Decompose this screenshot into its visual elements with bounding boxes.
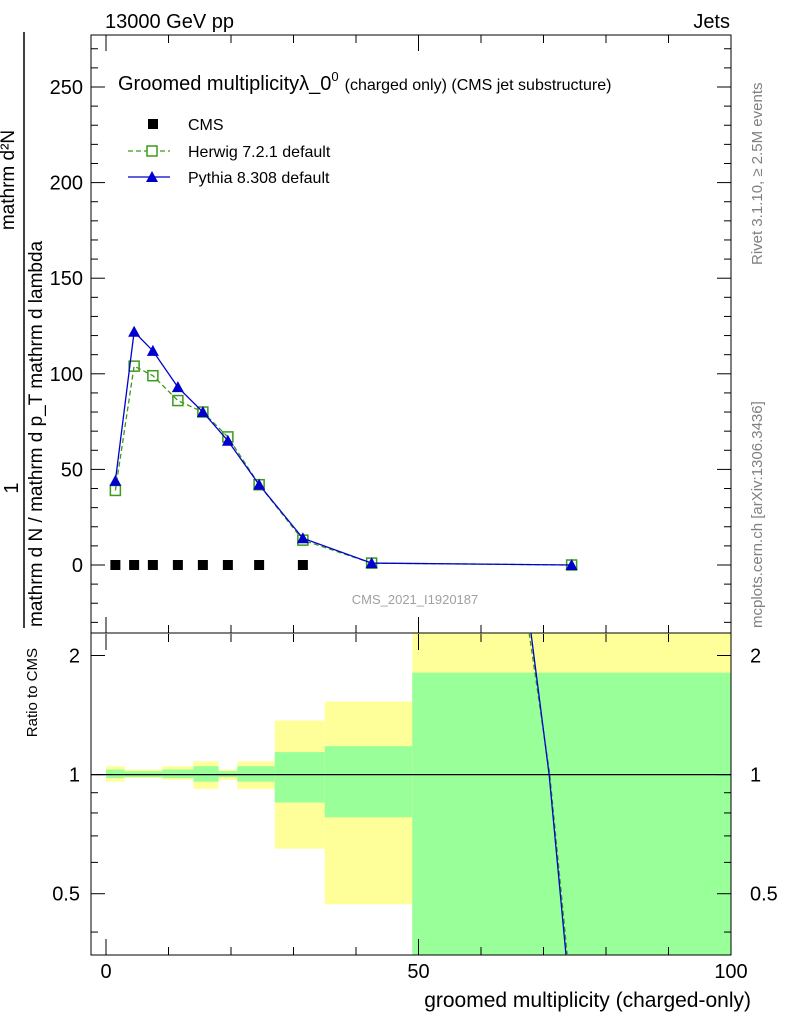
- herwig-point: [128, 360, 140, 372]
- ratio-band-green: [274, 752, 325, 803]
- ratio-y-tick-label: 1: [69, 765, 80, 787]
- pythia-point: [221, 434, 234, 446]
- main-y-axis-label: 1 mathrm d N / mathrm d p_T mathrm d lam…: [0, 32, 47, 628]
- header-left: 13000 GeV pp: [105, 11, 234, 33]
- cms-point: [297, 560, 308, 570]
- ratio-band-green: [237, 766, 275, 782]
- ratio-y-tick-label: 2: [69, 646, 80, 668]
- pythia-point: [128, 325, 141, 337]
- herwig-point: [147, 369, 159, 382]
- ratio-y-axis: 0.5 0.5 1 1 2 2: [52, 646, 778, 933]
- y-tick-label: 200: [50, 173, 83, 195]
- cms-point: [197, 560, 208, 570]
- pythia-point: [253, 478, 266, 490]
- pythia-point: [196, 406, 209, 418]
- ratio-y-tick-label-right: 0.5: [750, 884, 778, 906]
- y-tick-label: 0: [72, 555, 83, 577]
- ratio-band-green: [324, 746, 413, 818]
- pythia-point: [109, 474, 122, 486]
- legend-label: Pythia 8.308 default: [188, 170, 330, 187]
- ratio-y-axis-label: Ratio to CMS: [24, 648, 41, 737]
- main-plot-frame: [90, 34, 732, 634]
- chart-title-main: Groomed multiplicityλ_0: [118, 73, 331, 95]
- y-label-frac-1: 1: [1, 482, 23, 493]
- ratio-model-line: [530, 632, 567, 956]
- ratio-y-tick-label-right: 1: [750, 765, 761, 787]
- pythia-point: [296, 532, 309, 544]
- cms-point: [129, 560, 140, 570]
- cms-point: [254, 560, 265, 570]
- legend-marker-pythia: [146, 171, 158, 182]
- ratio-y-tick-label: 0.5: [52, 884, 80, 906]
- pythia-point: [171, 381, 184, 393]
- ratio-bands: [106, 633, 731, 955]
- y-tick-label: 150: [50, 268, 83, 290]
- ratio-lines: [91, 632, 731, 956]
- series-line: [114, 330, 572, 566]
- x-tick-label: 100: [714, 961, 747, 983]
- ratio-plot-frame: [90, 632, 732, 956]
- chart-title-suffix: (charged only) (CMS jet substructure): [345, 77, 612, 94]
- x-axis-label: groomed multiplicity (charged-only): [424, 989, 751, 1012]
- side-label-top: Rivet 3.1.10, ≥ 2.5M events: [749, 83, 766, 266]
- cms-point: [110, 560, 121, 570]
- cms-point: [222, 560, 233, 570]
- legend-label: CMS: [188, 117, 224, 134]
- cms-point: [147, 560, 158, 570]
- legend: CMS Herwig 7.2.1 default Pythia 8.308 defa…: [128, 117, 331, 187]
- ratio-band-green: [412, 672, 731, 955]
- y-tick-label: 250: [50, 77, 83, 99]
- header-right: Jets: [693, 11, 730, 33]
- legend-label: Herwig 7.2.1 default: [188, 144, 331, 161]
- main-series: [109, 325, 578, 571]
- pythia-point: [365, 557, 378, 569]
- legend-marker-cms: [148, 119, 158, 129]
- y-label-lower: mathrm d N / mathrm d p_T mathrm d lambd…: [26, 240, 47, 627]
- x-axis: 0 50 100: [100, 35, 748, 983]
- ratio-band-green: [106, 769, 125, 779]
- main-y-axis: 0 50 100 150 200 250: [50, 48, 731, 623]
- y-tick-label: 100: [50, 364, 83, 386]
- ratio-band-green: [162, 769, 194, 779]
- series-line: [114, 365, 572, 566]
- herwig-point: [172, 394, 184, 407]
- x-tick-label: 50: [407, 961, 429, 983]
- watermark: CMS_2021_I1920187: [352, 592, 479, 607]
- y-label-upper: mathrm d²N: [0, 130, 19, 230]
- x-tick-label: 0: [100, 961, 111, 983]
- pythia-point: [565, 559, 578, 570]
- ratio-band-green: [193, 766, 219, 782]
- chart-title-sup: 0: [331, 69, 338, 84]
- cms-point: [172, 560, 183, 570]
- ratio-y-tick-label-right: 2: [750, 646, 761, 668]
- pythia-point: [146, 344, 159, 356]
- legend-marker-herwig: [146, 145, 158, 157]
- y-tick-label: 50: [61, 459, 83, 481]
- side-label-bottom: mcplots.cern.ch [arXiv:1306.3436]: [749, 401, 766, 628]
- chart-title: Groomed multiplicityλ_00 (charged only) (…: [118, 69, 611, 95]
